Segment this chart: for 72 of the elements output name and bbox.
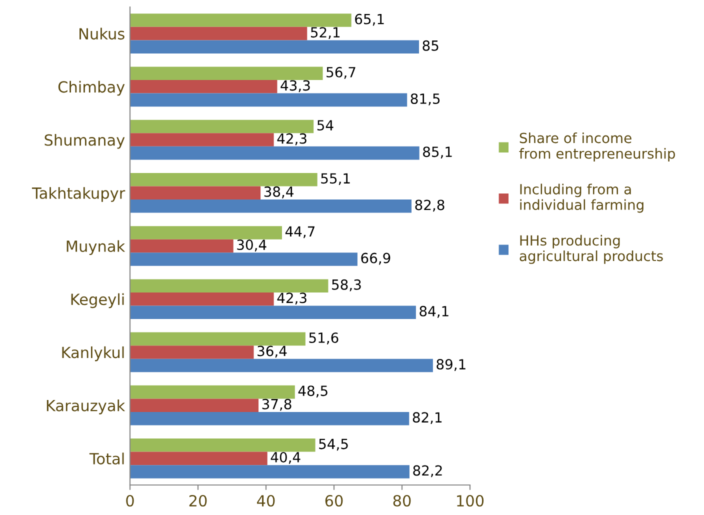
legend-label: Share of income from entrepreneurship (519, 132, 675, 162)
y-tick-label: Takhtakupyr (32, 187, 126, 202)
bar (130, 133, 274, 146)
bar (130, 358, 433, 372)
data-label: 54,5 (319, 438, 348, 451)
bar (130, 279, 328, 292)
data-label: 56,7 (326, 66, 356, 79)
data-label: 40,4 (270, 452, 300, 464)
bar (130, 252, 358, 266)
data-label: 81,5 (410, 93, 440, 106)
data-label: 36,4 (258, 346, 287, 358)
bar (130, 80, 278, 94)
data-label: 85,1 (423, 146, 452, 159)
y-tick-label: Shumanay (44, 134, 125, 149)
bar (130, 14, 352, 27)
data-label: 84,1 (420, 306, 448, 318)
data-label: 55,1 (321, 173, 350, 186)
bar (130, 465, 410, 478)
x-tick-label: 0 (126, 494, 134, 507)
x-tick-label: 20 (189, 494, 207, 507)
bar (130, 226, 282, 240)
bar (130, 438, 316, 452)
bar (130, 306, 416, 320)
bar (130, 40, 419, 54)
y-tick-label: Nukus (80, 28, 124, 40)
data-label: 82,2 (413, 465, 442, 478)
bar (130, 239, 234, 253)
y-tick-label: Muynak (66, 240, 126, 255)
data-label: 82,1 (412, 412, 442, 424)
bar (130, 186, 261, 200)
data-label: 42,3 (277, 133, 306, 146)
x-tick-label: 40 (257, 494, 275, 507)
data-label: 42,3 (277, 292, 306, 305)
legend-label: Including from a individual farming (520, 184, 644, 213)
bar (130, 172, 318, 186)
data-label: 44,7 (285, 226, 314, 238)
data-label: 48,5 (298, 386, 328, 398)
y-tick-label: Kanlykul (62, 346, 124, 362)
bar (130, 452, 268, 466)
data-label: 58,3 (332, 279, 361, 292)
bar (130, 120, 314, 134)
y-tick-label: Total (89, 452, 124, 464)
x-tick-label: 80 (393, 494, 411, 507)
data-label: 85 (422, 40, 438, 51)
bar (130, 66, 323, 80)
bar (130, 398, 259, 412)
bar (130, 292, 274, 306)
bar (130, 26, 308, 40)
y-tick-label: Chimbay (58, 80, 125, 96)
legend-label: HHs producing agricultural products (520, 234, 663, 264)
data-label: 37,8 (262, 398, 292, 411)
data-label: 52,1 (310, 27, 340, 40)
x-tick-label: 60 (325, 494, 343, 507)
bar (130, 332, 306, 346)
data-label: 30,4 (237, 240, 266, 252)
data-label: 66,9 (361, 252, 390, 265)
data-label: 51,6 (309, 332, 338, 344)
bar (130, 412, 410, 426)
bar (130, 146, 420, 160)
y-tick-label: Karauzyak (46, 400, 126, 414)
x-tick-label: 100 (457, 494, 484, 507)
data-label: 65,1 (355, 14, 384, 26)
bar (130, 93, 408, 107)
bar (130, 385, 295, 399)
data-label: 43,3 (280, 80, 310, 92)
data-label: 89,1 (436, 359, 466, 371)
data-label: 38,4 (264, 186, 294, 198)
bar (130, 200, 412, 213)
y-tick-label: Kegeyli (71, 293, 124, 308)
bar (130, 346, 254, 359)
data-label: 54 (317, 120, 334, 131)
data-label: 82,8 (415, 200, 444, 212)
